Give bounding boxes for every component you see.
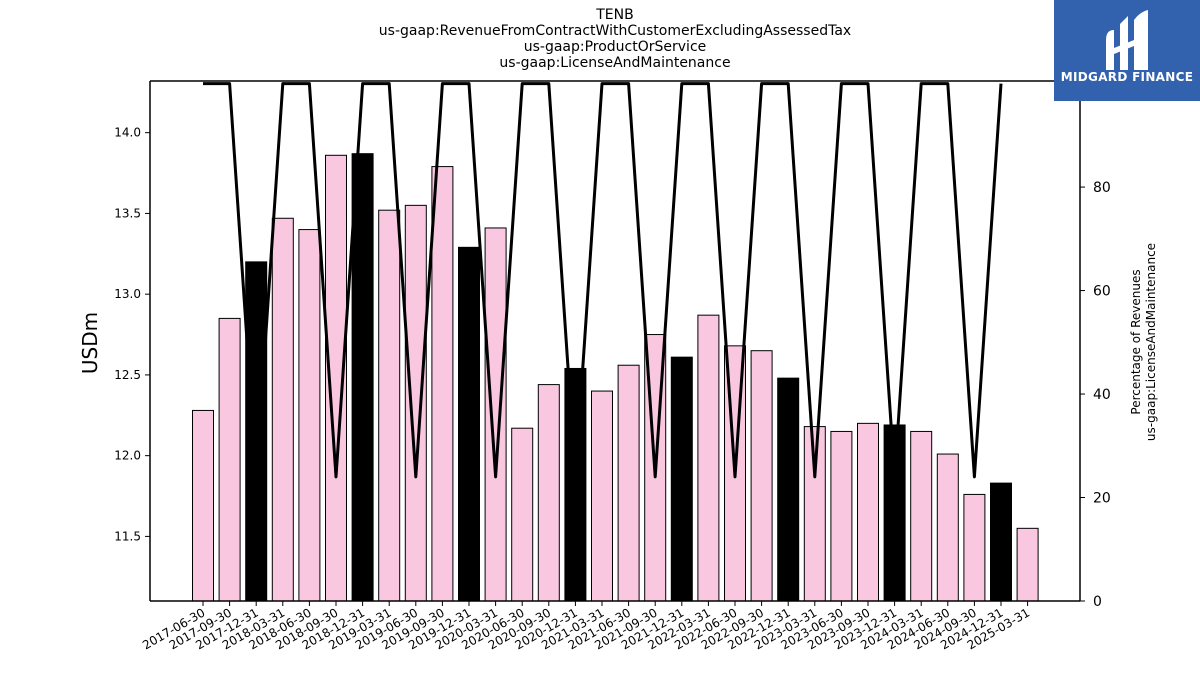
y2-tick-label-0: 0 bbox=[1093, 594, 1102, 610]
bar-2024-09-30 bbox=[963, 493, 986, 602]
bar-2025-03-31 bbox=[1016, 527, 1039, 602]
bar-2020-09-30 bbox=[537, 384, 560, 602]
bar-2017-12-31 bbox=[245, 261, 268, 602]
bar-2022-12-31 bbox=[777, 377, 800, 602]
bar-2021-12-31 bbox=[670, 356, 693, 602]
y-axis-label: USDm bbox=[78, 311, 102, 375]
bar-2022-09-30 bbox=[750, 350, 773, 602]
y2-axis-label-line-2: us-gaap:LicenseAndMaintenance bbox=[1144, 242, 1158, 442]
bar-2022-03-31 bbox=[697, 314, 720, 602]
y-tick-label-13.0: 13.0 bbox=[114, 287, 141, 301]
bar-2018-12-31 bbox=[351, 153, 374, 602]
y2-tick-label-80: 80 bbox=[1093, 180, 1111, 196]
bar-2021-06-30 bbox=[617, 364, 640, 602]
bar-2020-03-31 bbox=[484, 227, 507, 602]
bar-2020-06-30 bbox=[511, 427, 534, 602]
percentage-line bbox=[203, 82, 1003, 479]
chart-subtitle-axis: us-gaap:ProductOrService bbox=[523, 39, 707, 55]
chart-title: TENB bbox=[596, 7, 634, 23]
bar-2023-03-31 bbox=[803, 426, 826, 602]
y-tick-label-12.0: 12.0 bbox=[114, 449, 141, 463]
bar-2019-03-31 bbox=[378, 209, 401, 602]
y-tick-label-14.0: 14.0 bbox=[114, 126, 141, 140]
bar-2023-12-31 bbox=[883, 424, 906, 602]
bar-2023-09-30 bbox=[857, 422, 879, 602]
logo-mark-icon bbox=[1054, 0, 1200, 101]
bar-2019-09-30 bbox=[431, 166, 454, 602]
bar-2023-06-30 bbox=[830, 430, 853, 602]
chart-subtitle-metric: us-gaap:RevenueFromContractWithCustomerE… bbox=[378, 23, 852, 39]
bar-2018-06-30 bbox=[298, 229, 321, 602]
bar-2020-12-31 bbox=[564, 367, 587, 602]
y-tick-label-13.5: 13.5 bbox=[114, 206, 141, 220]
y2-tick-label-20: 20 bbox=[1093, 491, 1111, 507]
y-tick-label-11.5: 11.5 bbox=[114, 529, 141, 543]
bar-2019-12-31 bbox=[458, 246, 480, 602]
logo-text: MIDGARD FINANCE bbox=[1060, 70, 1194, 84]
bar-2018-03-31 bbox=[271, 217, 294, 602]
y2-tick-label-60: 60 bbox=[1093, 284, 1111, 300]
bar-2019-06-30 bbox=[404, 204, 427, 602]
bar-2024-12-31 bbox=[990, 482, 1012, 602]
y2-axis-label-line-1: Percentage of Revenues bbox=[1129, 269, 1143, 415]
bar-2024-06-30 bbox=[936, 453, 959, 602]
bar-2017-06-30 bbox=[192, 409, 214, 602]
midgard-finance-logo: MIDGARD FINANCE bbox=[1054, 0, 1200, 101]
y2-axis-label: Percentage of Revenues us-gaap:LicenseAn… bbox=[1129, 243, 1159, 441]
bar-2017-09-30 bbox=[218, 317, 241, 602]
y2-tick-label-40: 40 bbox=[1093, 387, 1111, 403]
y-tick-label-12.5: 12.5 bbox=[114, 368, 141, 382]
chart-subtitle-member: us-gaap:LicenseAndMaintenance bbox=[499, 55, 731, 71]
bar-2024-03-31 bbox=[910, 430, 933, 602]
bar-2021-03-31 bbox=[591, 390, 613, 602]
